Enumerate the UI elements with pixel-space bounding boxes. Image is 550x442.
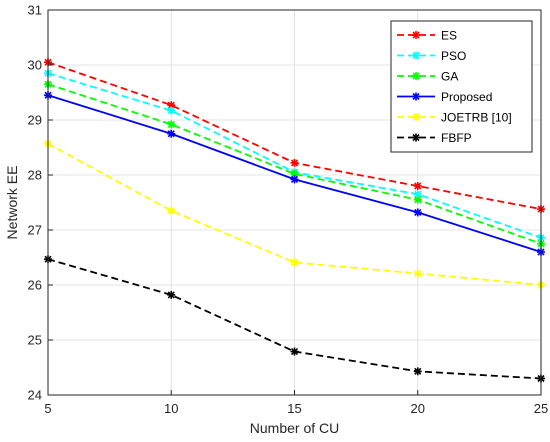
legend-item: GA <box>397 70 458 84</box>
y-tick-label: 24 <box>28 388 42 403</box>
legend-marker <box>412 92 420 101</box>
data-point <box>413 195 422 204</box>
legend-marker <box>412 133 420 142</box>
data-point <box>167 120 176 129</box>
data-point <box>167 206 176 215</box>
x-tick-label: 20 <box>411 401 425 416</box>
data-point <box>167 129 176 138</box>
series-es <box>44 58 545 214</box>
data-point <box>413 367 422 376</box>
data-point <box>413 182 422 190</box>
series-layer <box>44 58 545 383</box>
x-tick-label: 15 <box>287 401 301 416</box>
legend-label: PSO <box>441 49 466 63</box>
axis-ticks: 5 10 15 20 25 24 25 26 27 28 29 30 31 <box>28 3 549 417</box>
x-tick-label: 5 <box>44 401 51 416</box>
legend-label: FBFP <box>441 131 472 145</box>
legend-item: JOETRB [10] <box>397 111 512 125</box>
series-joetrb-10 <box>44 139 545 289</box>
series-line <box>47 258 542 380</box>
legend-marker <box>412 51 420 60</box>
x-tick-label: 25 <box>534 401 548 416</box>
y-tick-label: 29 <box>28 113 42 128</box>
legend-label: ES <box>441 29 457 43</box>
y-tick-label: 28 <box>28 168 42 183</box>
legend-item: ES <box>397 29 457 43</box>
series-line <box>47 142 542 286</box>
legend-item: PSO <box>397 49 466 63</box>
legend-item: FBFP <box>397 131 472 145</box>
y-axis-title: Network EE <box>4 166 20 240</box>
y-tick-label: 30 <box>28 58 42 73</box>
data-point <box>290 347 299 356</box>
y-tick-label: 26 <box>28 278 42 293</box>
data-point <box>167 106 176 115</box>
legend-label: JOETRB [10] <box>441 111 512 125</box>
legend-label: Proposed <box>441 90 492 104</box>
legend-marker <box>412 113 420 121</box>
legend-marker <box>412 31 420 39</box>
legend-box <box>390 20 533 153</box>
y-tick-label: 31 <box>28 3 42 18</box>
legend-label: GA <box>441 70 458 84</box>
data-point <box>290 258 299 267</box>
y-tick-label: 27 <box>28 223 42 238</box>
x-axis-title: Number of CU <box>250 420 339 436</box>
data-point <box>413 208 422 217</box>
series-line <box>47 83 542 245</box>
data-point <box>290 175 299 184</box>
legend: ES PSO GA Proposed JOETRB [10] FBFP <box>390 20 533 153</box>
legend-marker <box>412 72 420 80</box>
x-tick-label: 10 <box>164 401 178 416</box>
data-point <box>413 269 422 278</box>
legend-item: Proposed <box>397 90 492 104</box>
data-point <box>290 158 299 167</box>
data-point <box>167 290 176 299</box>
y-tick-label: 25 <box>28 333 42 348</box>
